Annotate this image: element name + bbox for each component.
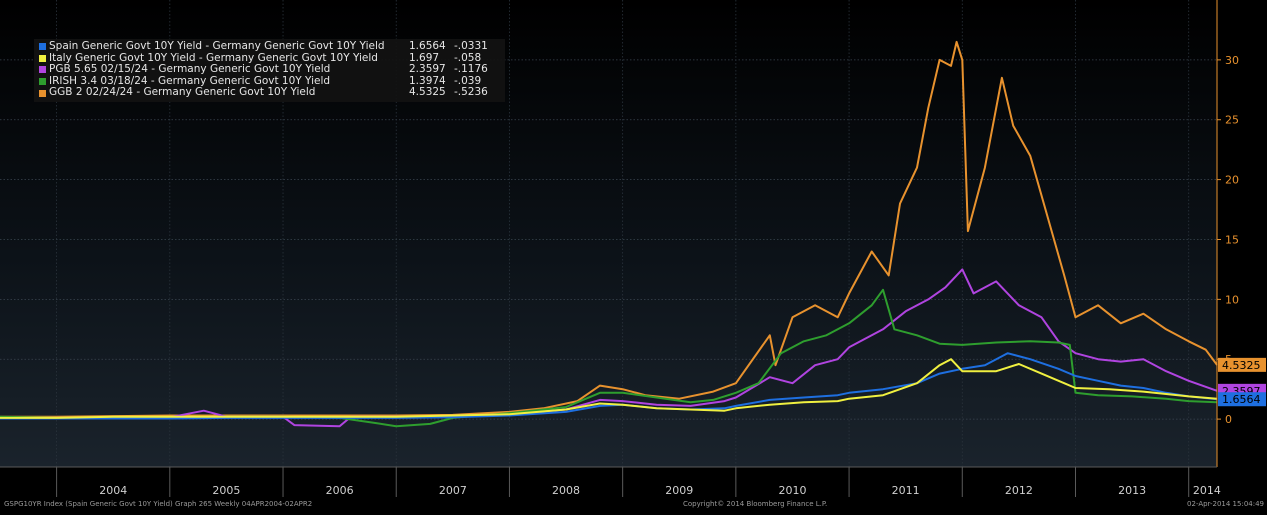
legend-change-value: -.058 <box>454 51 482 64</box>
legend-entry: IRISH 3.4 03/18/24 - Germany Generic Gov… <box>39 74 499 88</box>
series-lines <box>0 40 1218 428</box>
x-tick-label: 2014 <box>1193 484 1221 497</box>
x-tick-label: 2012 <box>1005 484 1033 497</box>
legend-series-name: Italy Generic Govt 10Y Yield - Germany G… <box>49 52 378 64</box>
legend-last-value: 4.5325 <box>409 86 446 99</box>
x-tick-label: 2005 <box>212 484 240 497</box>
footer-index-info: GSPG10YR Index (Spain Generic Govt 10Y Y… <box>4 500 313 508</box>
legend-change-value: -.1176 <box>454 63 488 76</box>
legend-series-name: Spain Generic Govt 10Y Yield - Germany G… <box>49 41 385 52</box>
legend-change-value: -.5236 <box>454 86 488 99</box>
legend-series-name: GGB 2 02/24/24 - Germany Generic Govt 10… <box>49 87 316 99</box>
badge-label: 1.6564 <box>1222 393 1261 406</box>
badge-label: 4.5325 <box>1222 359 1261 372</box>
series-line <box>0 352 1218 420</box>
last-value-badge: 4.5325 <box>1218 357 1266 372</box>
x-tick-label: 2008 <box>552 484 580 497</box>
footer-timestamp: 02-Apr-2014 15:04:49 <box>1187 500 1264 508</box>
legend-entry: GGB 2 02/24/24 - Germany Generic Govt 10… <box>39 87 499 99</box>
last-value-badge: 1.6564 <box>1218 392 1266 407</box>
x-tick-label: 2009 <box>665 484 693 497</box>
y-tick-label: 30 <box>1225 54 1239 67</box>
legend-entry: Spain Generic Govt 10Y Yield - Germany G… <box>39 40 499 53</box>
x-axis: 2004 2005 2006 2007 2008 2009 2010 2011 2012 2013… <box>0 466 1267 511</box>
y-tick-label: 20 <box>1225 174 1239 187</box>
x-tick-label: 2004 <box>99 484 127 497</box>
legend-change-value: -.0331 <box>454 40 488 52</box>
x-axis-band <box>0 467 1267 511</box>
x-tick-label: 2011 <box>892 484 920 497</box>
x-tick-label: 2010 <box>778 484 806 497</box>
y-axis: 051015202530 <box>1216 0 1239 467</box>
legend-series-name: PGB 5.65 02/15/24 - Germany Generic Govt… <box>49 64 331 76</box>
legend-swatch <box>39 78 46 86</box>
legend-swatch <box>39 89 46 97</box>
badge-box <box>1218 357 1266 372</box>
y-tick-label: 0 <box>1225 413 1232 426</box>
y-tick-label: 15 <box>1225 233 1239 246</box>
legend-last-value: 1.6564 <box>409 40 446 52</box>
legend-change-value: -.039 <box>454 74 482 87</box>
series-line <box>0 288 1218 428</box>
legend-last-value: 2.3597 <box>409 63 446 76</box>
badge-box <box>1218 392 1266 407</box>
y-tick-label: 10 <box>1225 293 1239 306</box>
x-tick-label: 2006 <box>326 484 354 497</box>
legend-swatch <box>39 66 46 74</box>
legend-entry: PGB 5.65 02/15/24 - Germany Generic Govt… <box>39 64 499 76</box>
legend: Spain Generic Govt 10Y Yield - Germany G… <box>34 39 505 102</box>
x-tick-label: 2007 <box>439 484 467 497</box>
legend-entry: Italy Generic Govt 10Y Yield - Germany G… <box>39 51 499 65</box>
legend-swatch <box>39 43 46 51</box>
footer-copyright: Copyright© 2014 Bloomberg Finance L.P. <box>683 500 828 508</box>
legend-last-value: 1.697 <box>409 51 440 64</box>
x-tick-label: 2013 <box>1118 484 1146 497</box>
legend-swatch <box>39 54 46 62</box>
y-tick-label: 25 <box>1225 114 1239 127</box>
legend-last-value: 1.3974 <box>409 74 446 87</box>
series-line <box>0 358 1218 419</box>
legend-series-name: IRISH 3.4 03/18/24 - Germany Generic Gov… <box>49 75 331 87</box>
